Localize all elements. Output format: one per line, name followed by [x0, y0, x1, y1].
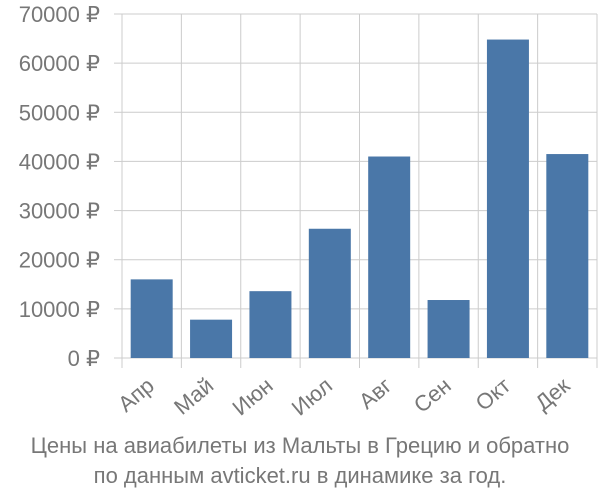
caption-line-2: по данным avticket.ru в динамике за год.: [93, 463, 507, 488]
y-tick-label: 0 ₽: [68, 346, 100, 371]
x-category-label: Окт: [471, 373, 515, 416]
bar-series: [130, 39, 589, 358]
y-tick-label: 70000 ₽: [19, 2, 100, 27]
x-category-label: Июн: [228, 373, 278, 421]
bar-6: [427, 300, 470, 358]
y-tick-label: 10000 ₽: [19, 297, 100, 322]
y-tick-label: 20000 ₽: [19, 248, 100, 273]
bar-3: [249, 291, 292, 358]
y-tick-label: 40000 ₽: [19, 149, 100, 174]
bar-chart: 0 ₽ 10000 ₽ 20000 ₽ 30000 ₽ 40000 ₽ 50000 ₽ 60…: [19, 2, 598, 421]
y-tick-label: 60000 ₽: [19, 51, 100, 76]
bar-7: [486, 39, 529, 358]
x-category-label: Авг: [354, 373, 396, 414]
grid-lines: [121, 13, 598, 368]
bar-1: [130, 279, 173, 358]
bar-5: [368, 156, 411, 358]
y-tick-label: 30000 ₽: [19, 199, 100, 224]
bar-8: [546, 154, 589, 358]
x-category-label: Апр: [113, 373, 159, 417]
x-category-label: Июл: [287, 373, 337, 421]
chart-caption: Цены на авиабилеты из Мальты в Грецию и …: [0, 431, 600, 491]
x-category-label: Сен: [409, 373, 456, 418]
caption-line-1: Цены на авиабилеты из Мальты в Грецию и …: [30, 433, 570, 458]
x-category-label: Май: [169, 373, 218, 420]
x-category-label: Дек: [530, 372, 575, 415]
bar-2: [190, 319, 233, 358]
chart-area: 0 ₽ 10000 ₽ 20000 ₽ 30000 ₽ 40000 ₽ 50000 ₽ 60…: [19, 2, 598, 421]
y-tick-label: 50000 ₽: [19, 100, 100, 125]
bar-4: [308, 228, 351, 358]
